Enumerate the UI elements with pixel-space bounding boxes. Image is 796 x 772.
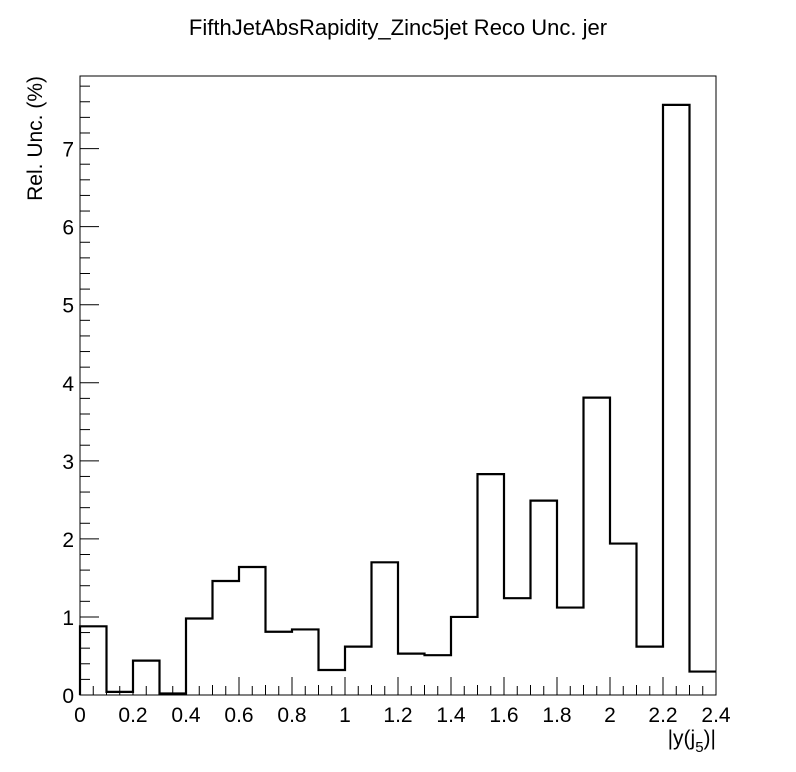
histogram-bin xyxy=(292,629,319,695)
x-axis: 0 0.2 0.4 0.6 0.8 1 1.2 1.4 1.6 1.8 2 2.2 2.4 xyxy=(74,677,731,727)
x-tick-label: 2.2 xyxy=(648,704,677,727)
x-tick-label: 0.2 xyxy=(118,704,147,727)
y-tick-label: 4 xyxy=(62,373,74,396)
histogram-bin xyxy=(266,632,293,695)
y-tick-label: 2 xyxy=(62,529,74,552)
histogram-bin xyxy=(504,598,531,695)
histogram-bin xyxy=(584,398,611,695)
histogram-bin xyxy=(239,567,266,695)
x-tick-label: 1.4 xyxy=(436,704,466,727)
x-tick-label: 2.4 xyxy=(701,704,731,727)
x-tick-label: 1.6 xyxy=(489,704,518,727)
x-tick-label: 0 xyxy=(74,704,86,727)
x-tick-label: 0.8 xyxy=(277,704,306,727)
y-axis-title: Rel. Unc. (%) xyxy=(24,76,47,201)
x-tick-label: 2 xyxy=(604,704,616,727)
histogram-bin xyxy=(610,544,637,695)
histogram-bin xyxy=(80,626,107,695)
x-tick-label: 0.4 xyxy=(171,704,201,727)
x-axis-title: |y(j5)| xyxy=(668,727,716,756)
histogram-bin xyxy=(451,617,478,695)
y-tick-label: 7 xyxy=(62,139,74,162)
y-axis: 0 1 2 3 4 5 6 7 xyxy=(62,85,99,708)
x-axis-title-main: |y(j xyxy=(668,727,696,750)
y-tick-label: 6 xyxy=(62,217,74,240)
histogram-bin xyxy=(557,608,584,695)
x-axis-title-subscript: 5 xyxy=(695,739,703,756)
x-tick-label: 1.8 xyxy=(542,704,571,727)
x-tick-label: 0.6 xyxy=(224,704,253,727)
histogram-bin xyxy=(372,562,399,695)
x-axis-title-close: )| xyxy=(704,727,716,750)
histogram-bin xyxy=(531,501,558,695)
y-tick-label: 1 xyxy=(62,607,74,630)
histogram-bin xyxy=(663,105,690,695)
histogram-bin xyxy=(213,581,240,695)
chart-title: FifthJetAbsRapidity_Zinc5jet Reco Unc. j… xyxy=(189,15,607,40)
histogram-outline xyxy=(78,103,716,695)
y-tick-label: 5 xyxy=(62,295,74,318)
histogram-bin xyxy=(478,474,505,695)
y-tick-label: 0 xyxy=(62,685,74,708)
histogram-bin xyxy=(186,619,213,695)
x-tick-label: 1.2 xyxy=(383,704,412,727)
y-tick-label: 3 xyxy=(62,451,74,474)
x-tick-label: 1 xyxy=(339,704,351,727)
